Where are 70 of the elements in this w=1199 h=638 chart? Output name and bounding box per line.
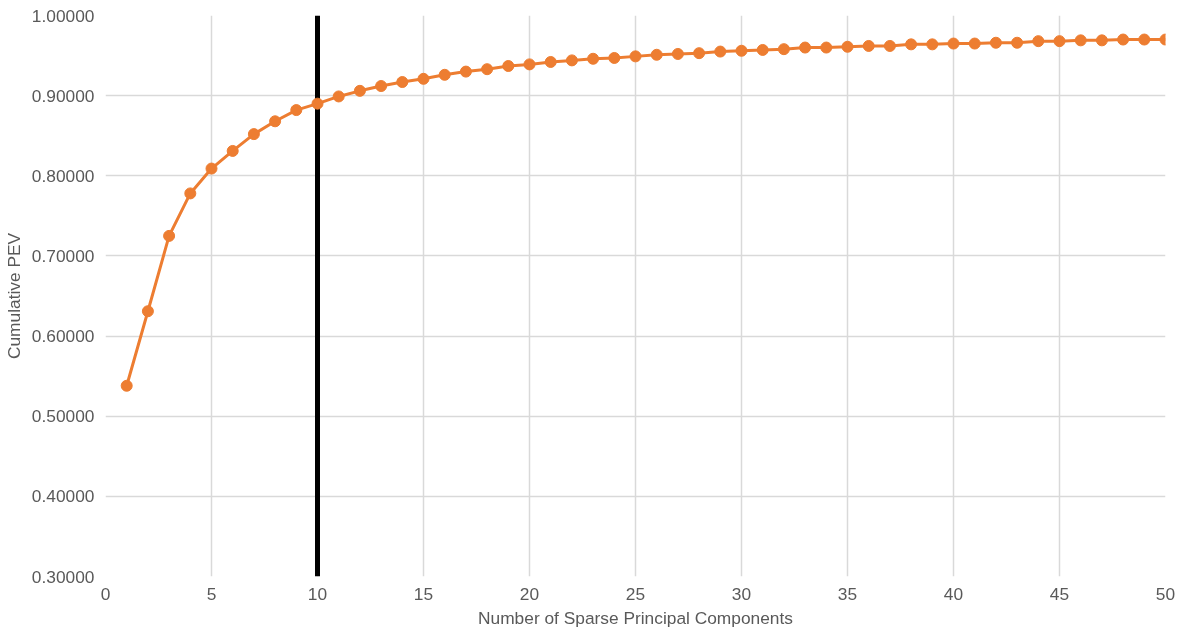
point (247, 128, 260, 141)
y-tick-label: 0.50000 (31, 406, 95, 427)
point (989, 36, 1002, 49)
y-tick-label: 0.40000 (31, 486, 95, 507)
point (269, 115, 282, 128)
point (205, 162, 218, 175)
x-tick-label: 0 (100, 583, 111, 604)
point (481, 63, 494, 76)
point (353, 84, 366, 97)
point (799, 41, 812, 54)
y-axis-title: Cumulative PEV (3, 232, 24, 360)
y-tick-label: 0.30000 (31, 566, 95, 587)
point (587, 52, 600, 65)
point (438, 68, 451, 81)
point (735, 44, 748, 57)
point (608, 51, 621, 64)
point (883, 39, 896, 52)
point (968, 37, 981, 50)
point (1011, 36, 1024, 49)
y-tick-label: 0.60000 (31, 326, 95, 347)
point (141, 305, 154, 318)
x-tick-label: 25 (625, 583, 646, 604)
y-tick-label: 0.70000 (31, 245, 95, 266)
x-tick-label: 20 (519, 583, 540, 604)
x-tick-label: 15 (413, 583, 434, 604)
point (841, 40, 854, 53)
point (163, 229, 176, 242)
x-tick-label: 45 (1049, 583, 1070, 604)
point (332, 90, 345, 103)
point (459, 65, 472, 78)
y-tick-label: 1.00000 (31, 5, 95, 26)
point (1074, 34, 1087, 47)
x-tick-label: 5 (206, 583, 217, 604)
point (502, 60, 515, 72)
x-tick-label: 30 (731, 583, 752, 604)
point (1032, 35, 1045, 48)
point (290, 104, 303, 117)
x-tick-label: 35 (837, 583, 858, 604)
point (523, 58, 536, 71)
point (1117, 33, 1130, 46)
x-tick-label: 40 (943, 583, 964, 604)
point (777, 43, 790, 56)
point (375, 80, 388, 93)
point (226, 144, 239, 157)
point (544, 55, 557, 68)
point (120, 379, 133, 392)
point (947, 37, 960, 50)
point (1138, 33, 1151, 46)
point (926, 38, 939, 51)
y-tick-label: 0.80000 (31, 165, 95, 186)
point (565, 54, 578, 67)
point (714, 45, 727, 58)
point (671, 47, 684, 60)
point (820, 41, 833, 54)
point (396, 76, 409, 89)
point (417, 72, 430, 85)
point (862, 39, 875, 52)
point (1095, 34, 1108, 47)
point (693, 47, 706, 60)
point (629, 50, 642, 63)
y-tick-label: 0.90000 (31, 85, 95, 106)
point (905, 38, 918, 51)
x-axis-title: Number of Sparse Principal Components (478, 607, 794, 628)
x-tick-label: 50 (1155, 583, 1176, 604)
point (184, 187, 197, 200)
point (311, 97, 324, 110)
x-tick-label: 10 (307, 583, 328, 604)
point (756, 43, 769, 56)
point (1053, 35, 1066, 48)
point (650, 48, 663, 61)
